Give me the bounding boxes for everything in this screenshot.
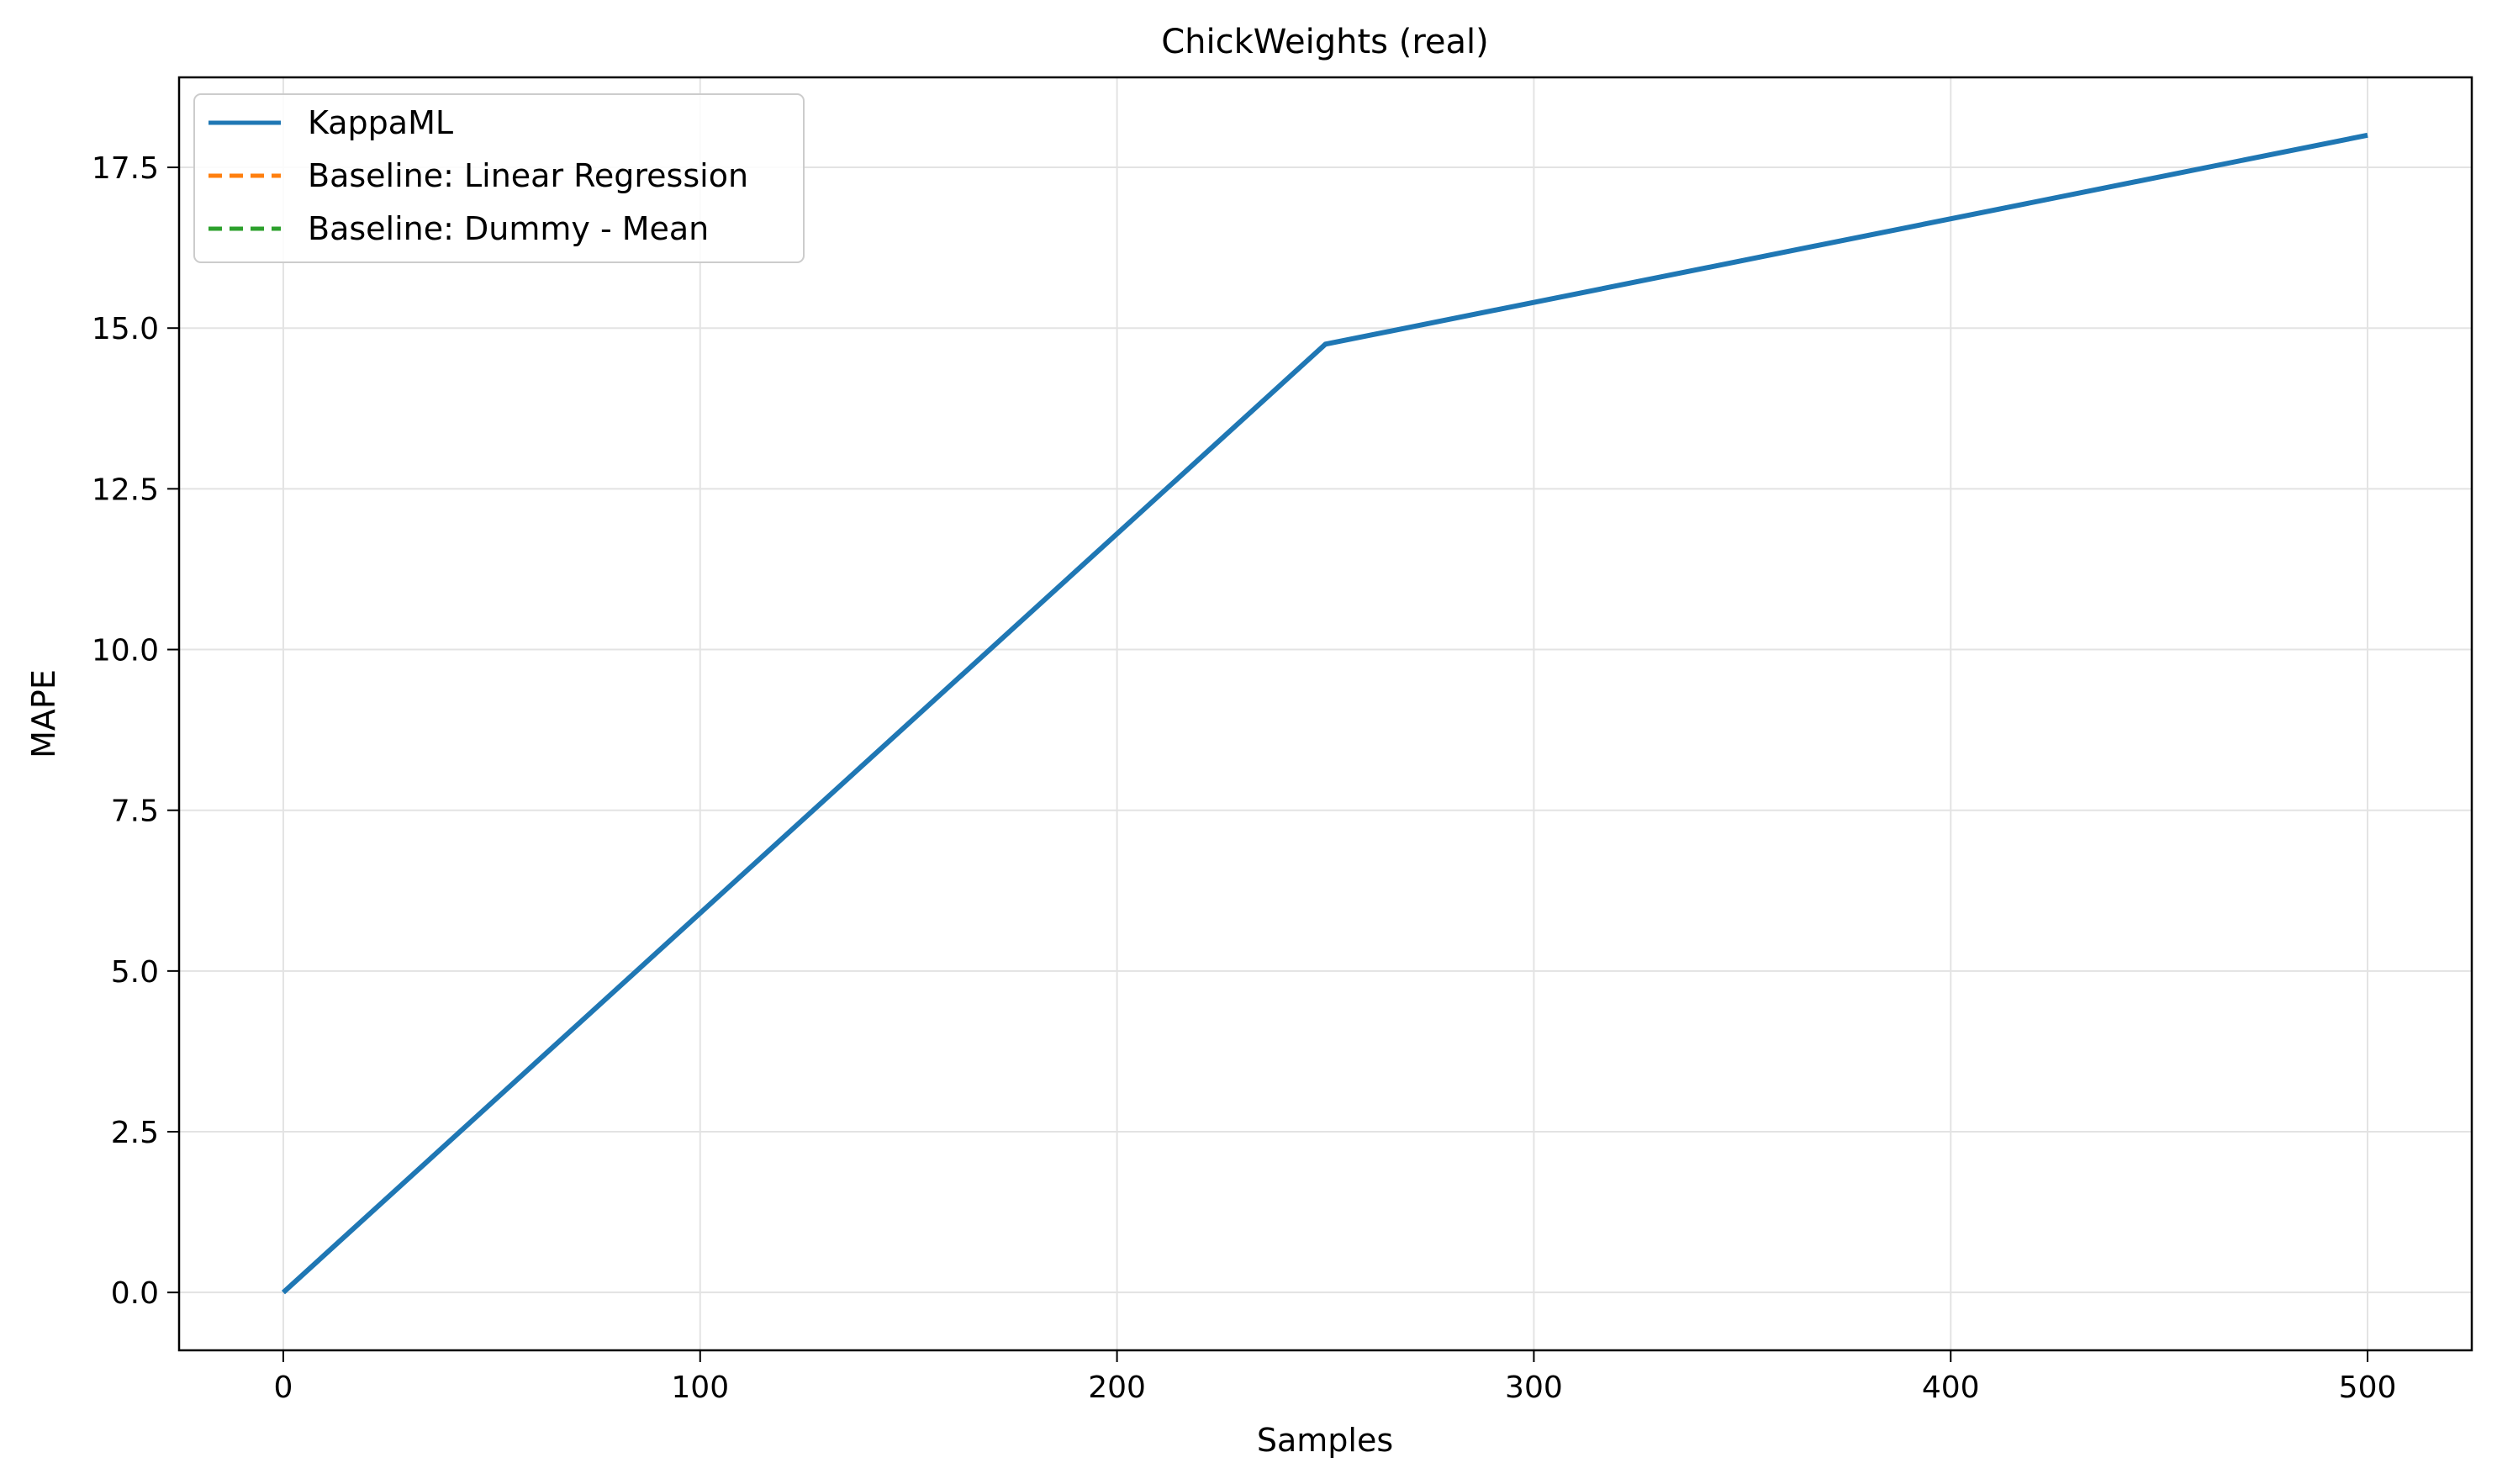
y-tick-label: 7.5 xyxy=(111,795,159,829)
legend-label: Baseline: Dummy - Mean xyxy=(308,210,709,247)
legend-label: KappaML xyxy=(308,104,453,141)
grid xyxy=(179,77,2472,1350)
y-axis: 0.0 2.5 5.0 7.5 10.0 12.5 15.0 17.5 xyxy=(92,151,179,1311)
plot-frame xyxy=(177,76,2473,1352)
legend-label: Baseline: Linear Regression xyxy=(308,157,748,194)
y-tick-label: 10.0 xyxy=(92,634,159,668)
series-lines xyxy=(281,132,2368,1295)
y-tick-label: 12.5 xyxy=(92,473,159,507)
x-tick-label: 300 xyxy=(1505,1370,1563,1405)
x-axis-label: Samples xyxy=(1257,1422,1393,1459)
y-axis-label: MAPE xyxy=(25,669,62,758)
x-tick-label: 100 xyxy=(671,1370,729,1405)
series-line-kappaml xyxy=(281,132,2368,1295)
y-tick-label: 15.0 xyxy=(92,312,159,346)
x-tick-label: 200 xyxy=(1088,1370,1146,1405)
x-tick-label: 0 xyxy=(274,1370,293,1405)
y-tick-label: 17.5 xyxy=(92,151,159,186)
y-tick-label: 2.5 xyxy=(111,1116,159,1150)
x-tick-label: 500 xyxy=(2339,1370,2397,1405)
legend: KappaML Baseline: Linear Regression Baseli… xyxy=(193,93,805,263)
legend-box xyxy=(193,93,805,263)
y-tick-label: 0.0 xyxy=(111,1276,159,1311)
chart-title: ChickWeights (real) xyxy=(1161,23,1488,61)
x-tick-label: 400 xyxy=(1922,1370,1980,1405)
y-tick-label: 5.0 xyxy=(111,955,159,990)
x-axis: 0 100 200 300 400 500 xyxy=(274,1350,2397,1405)
